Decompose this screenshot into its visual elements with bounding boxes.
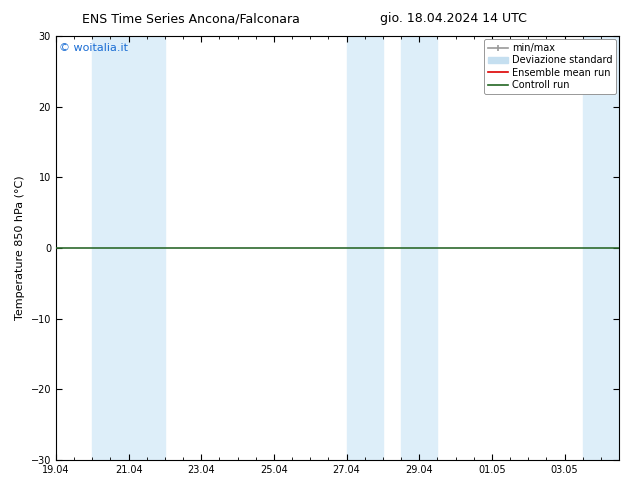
Bar xyxy=(347,36,383,460)
Y-axis label: Temperature 850 hPa (°C): Temperature 850 hPa (°C) xyxy=(15,176,25,320)
Legend: min/max, Deviazione standard, Ensemble mean run, Controll run: min/max, Deviazione standard, Ensemble m… xyxy=(484,39,616,94)
Text: ENS Time Series Ancona/Falconara: ENS Time Series Ancona/Falconara xyxy=(82,12,301,25)
Text: © woitalia.it: © woitalia.it xyxy=(59,43,127,52)
Bar xyxy=(401,36,437,460)
Bar xyxy=(92,36,165,460)
Text: gio. 18.04.2024 14 UTC: gio. 18.04.2024 14 UTC xyxy=(380,12,527,25)
Bar xyxy=(583,36,619,460)
